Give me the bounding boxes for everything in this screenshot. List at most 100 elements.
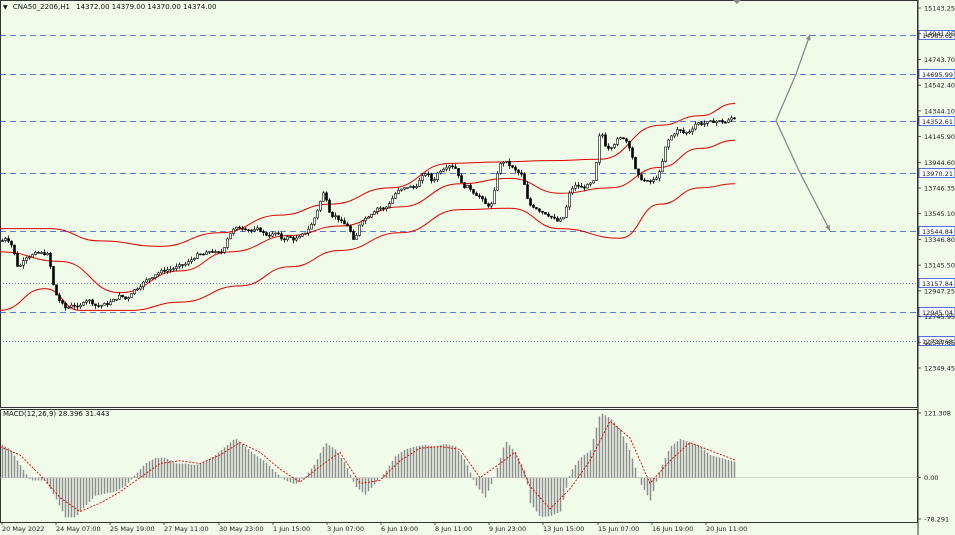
price-tick-label: 14145.90 <box>924 133 955 141</box>
candle-body <box>274 232 277 235</box>
candle-body <box>511 165 514 168</box>
axes: 15143.25 14941.95 14743.70 14542.40 14344.10… <box>1 5 955 533</box>
collapse-triangle-icon[interactable]: ▼ <box>3 4 8 11</box>
candle-body <box>565 206 568 218</box>
candle-body <box>394 193 397 199</box>
candle-body <box>73 304 76 307</box>
level-price-box <box>918 307 955 317</box>
candle-body <box>157 272 160 276</box>
candle-body <box>250 229 253 232</box>
price-tick-label: 13545.10 <box>924 210 955 218</box>
candle-body <box>97 305 100 307</box>
candle-body <box>106 303 109 306</box>
price-tick-label: 13145.50 <box>924 262 955 270</box>
candle-body <box>211 251 214 253</box>
candle-body <box>343 220 346 225</box>
candle-body <box>685 132 688 134</box>
candle-body <box>346 223 349 227</box>
symbol-label: CNA50_2206,H1 <box>12 3 70 11</box>
candle-body <box>541 210 544 213</box>
candle-body <box>55 284 58 296</box>
macd-signal-line <box>0 420 736 513</box>
candle-body <box>355 235 358 240</box>
candle-body <box>595 162 598 181</box>
candle-body <box>559 218 562 222</box>
level-price-label: 12733.68 <box>922 338 953 346</box>
level-price-label: 14352.61 <box>922 118 953 126</box>
candle-body <box>115 298 118 301</box>
candle-body <box>640 174 643 181</box>
candle-body <box>412 186 415 188</box>
candle-body <box>271 233 274 237</box>
candle-body <box>94 303 97 306</box>
candle-body <box>508 160 511 166</box>
candle-body <box>646 180 649 182</box>
price-tick-label: 13346.80 <box>924 236 955 244</box>
candle-body <box>196 253 199 259</box>
candle-body <box>337 215 340 220</box>
candle-body <box>670 135 673 141</box>
candle-body <box>475 192 478 197</box>
candle-body <box>544 212 547 215</box>
candle-body <box>502 161 505 164</box>
arrow-head-icon <box>825 224 830 231</box>
candle-body <box>430 173 433 182</box>
candle-body <box>574 184 577 189</box>
candle-body <box>385 206 388 210</box>
candle-body <box>259 227 262 232</box>
candle-body <box>484 198 487 205</box>
candle-body <box>400 188 403 191</box>
candle-body <box>622 137 625 140</box>
level-price-label: 13544.84 <box>922 228 953 236</box>
candle-body <box>103 303 106 306</box>
macd-tick-label: 0.00 <box>924 474 938 482</box>
candle-body <box>253 229 256 232</box>
candle-body <box>433 179 436 182</box>
candle-body <box>505 160 508 163</box>
candle-body <box>715 120 718 123</box>
candle-body <box>31 254 34 258</box>
candle-body <box>616 138 619 145</box>
price-tick-label: 12349.45 <box>924 365 955 373</box>
candle-body <box>391 198 394 204</box>
candle-body <box>16 253 19 267</box>
candle-body <box>235 226 238 230</box>
candle-body <box>22 260 25 266</box>
candle-body <box>721 120 724 123</box>
candle-body <box>442 168 445 172</box>
candle-body <box>286 236 289 240</box>
candle-body <box>244 228 247 231</box>
time-tick-label: 16 Jun 19:00 <box>652 525 693 533</box>
candle-body <box>202 253 205 256</box>
candle-body <box>550 215 553 218</box>
candle-body <box>523 173 526 185</box>
candle-body <box>664 146 667 162</box>
candle-body <box>688 131 691 133</box>
bollinger-middle <box>0 139 736 294</box>
candle-body <box>373 211 376 215</box>
candle-body <box>25 257 28 261</box>
candle-body <box>43 252 46 256</box>
candle-body <box>538 208 541 212</box>
time-tick-label: 9 Jun 23:00 <box>489 525 526 533</box>
candle-body <box>367 216 370 219</box>
candle-body <box>481 196 484 200</box>
candle-body <box>169 268 172 271</box>
time-tick-label: 20 May 2022 <box>2 525 44 533</box>
candle-body <box>256 227 259 230</box>
candle-body <box>226 238 229 248</box>
candle-body <box>61 300 64 304</box>
candle-body <box>724 121 727 124</box>
candle-body <box>439 170 442 174</box>
time-tick-label: 24 May 07:00 <box>56 525 101 533</box>
candle-body <box>637 168 640 176</box>
level-price-label: 14985.62 <box>922 32 953 40</box>
candle-body <box>709 120 712 123</box>
candle-body <box>100 304 103 307</box>
candle-body <box>316 209 319 219</box>
time-tick-label: 8 Jun 11:00 <box>435 525 472 533</box>
candle-body <box>427 173 430 175</box>
candle-body <box>130 293 133 298</box>
candle-body <box>127 297 130 300</box>
price-candles <box>1 115 736 311</box>
